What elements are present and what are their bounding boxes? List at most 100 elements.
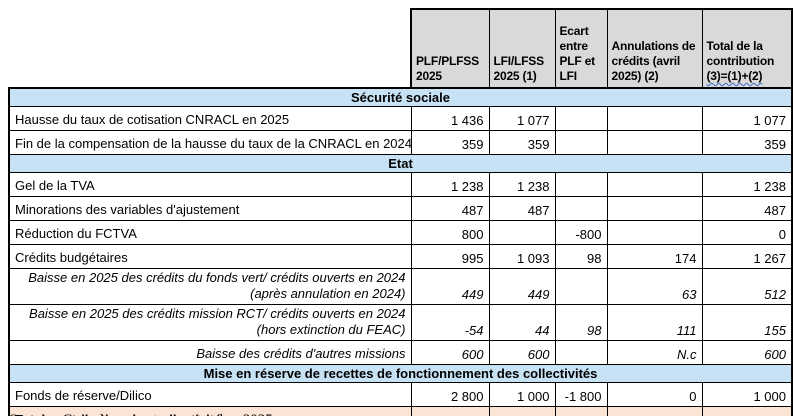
source-note: Source : Cour des comptes, septembre 202… bbox=[9, 412, 276, 416]
header-total-formula: (3)=(1)+(2) bbox=[706, 69, 763, 83]
cell-lfi: 600 bbox=[488, 340, 556, 365]
cell-total: 1 000 bbox=[701, 382, 793, 407]
row-label: Fonds de réserve/Dilico bbox=[8, 382, 412, 407]
cell-lfi: 1 077 bbox=[488, 106, 556, 131]
cell-plf: 800 bbox=[410, 220, 490, 245]
cell-annulations: 174 bbox=[606, 244, 703, 269]
cell-plf: 1 238 bbox=[410, 172, 490, 197]
cell-plf: 449 bbox=[410, 268, 490, 305]
cell-plf: 600 bbox=[410, 340, 490, 365]
table-row-reduction-fctva: Réduction du FCTVA 800 -800 0 bbox=[8, 220, 793, 245]
row-label-line-1: Baisse en 2025 des crédits du fonds vert… bbox=[28, 270, 406, 285]
source-text: Cour des comptes, septembre 2025. bbox=[62, 412, 276, 416]
cell-lfi: 1 238 bbox=[488, 172, 556, 197]
cell-lfi: 449 bbox=[488, 268, 556, 305]
table-row-baisse-fonds-vert: Baisse en 2025 des crédits du fonds vert… bbox=[8, 268, 793, 305]
table-header: PLF/PLFSS 2025 LFI/LFSS 2025 (1) Ecart e… bbox=[9, 8, 793, 89]
cell-total: 359 bbox=[701, 130, 793, 155]
table-row-hausse-cnracl-2025: Hausse du taux de cotisation CNRACL en 2… bbox=[8, 106, 793, 131]
cell-ecart bbox=[554, 196, 608, 221]
cell-lfi: 1 000 bbox=[488, 382, 556, 407]
row-label: Baisse en 2025 des crédits du fonds vert… bbox=[8, 268, 412, 305]
cell-lfi: 359 bbox=[488, 130, 556, 155]
header-col-annulations-credits: Annulations de crédits (avril 2025) (2) bbox=[606, 8, 703, 89]
cell-ecart: 98 bbox=[554, 244, 608, 269]
table-body: Sécurité sociale Hausse du taux de cotis… bbox=[8, 87, 793, 416]
cell-ecart: 98 bbox=[554, 304, 608, 341]
cell-lfi bbox=[488, 220, 556, 245]
section-title: Sécurité sociale bbox=[8, 87, 793, 107]
cell-lfi: 487 bbox=[488, 196, 556, 221]
table-row-baisse-mission-rct: Baisse en 2025 des crédits mission RCT/ … bbox=[8, 304, 793, 341]
row-label: Baisse en 2025 des crédits mission RCT/ … bbox=[8, 304, 412, 341]
row-label: Hausse du taux de cotisation CNRACL en 2… bbox=[8, 106, 412, 131]
cell-lfi: 5 254 bbox=[488, 406, 556, 416]
table-row-baisse-autres-missions: Baisse des crédits d'autres missions 600… bbox=[8, 340, 793, 365]
cell-total: 600 bbox=[701, 340, 793, 365]
cell-total: 1 238 bbox=[701, 172, 793, 197]
cell-annulations: 0 bbox=[606, 382, 703, 407]
header-col-lfi-lfss-2025: LFI/LFSS 2025 (1) bbox=[488, 8, 556, 89]
cell-ecart bbox=[554, 130, 608, 155]
table-row-credits-budgetaires: Crédits budgétaires 995 1 093 98 174 1 2… bbox=[8, 244, 793, 269]
cell-plf: 1 436 bbox=[410, 106, 490, 131]
row-label: Réduction du FCTVA bbox=[8, 220, 412, 245]
cell-ecart: -1 800 bbox=[554, 382, 608, 407]
cell-lfi: 44 bbox=[488, 304, 556, 341]
cell-ecart: -800 bbox=[554, 220, 608, 245]
contributions-table: PLF/PLFSS 2025 LFI/LFSS 2025 (1) Ecart e… bbox=[8, 8, 793, 416]
cell-annulations: 174 bbox=[606, 406, 703, 416]
header-empty-cell bbox=[9, 9, 411, 88]
header-total-label: Total de la contribution bbox=[706, 39, 775, 68]
cell-total: 512 bbox=[701, 268, 793, 305]
row-label: Minorations des variables d'ajustement bbox=[8, 196, 412, 221]
cell-plf: 8 115 bbox=[410, 406, 490, 416]
cell-annulations bbox=[606, 196, 703, 221]
cell-total: 1 267 bbox=[701, 244, 793, 269]
row-label: Baisse des crédits d'autres missions bbox=[8, 340, 412, 365]
table-row-fin-compensation-cnracl-2024: Fin de la compensation de la hausse du t… bbox=[8, 130, 793, 155]
row-label: Crédits budgétaires bbox=[8, 244, 412, 269]
cell-ecart bbox=[554, 340, 608, 365]
table-row-minorations-variables: Minorations des variables d'ajustement 4… bbox=[8, 196, 793, 221]
cell-ecart bbox=[554, 106, 608, 131]
cell-lfi: 1 093 bbox=[488, 244, 556, 269]
cell-plf: 487 bbox=[410, 196, 490, 221]
cell-annulations bbox=[606, 106, 703, 131]
row-label-line-2: (hors extinction du FEAC) bbox=[256, 322, 406, 337]
cell-annulations: N.c bbox=[606, 340, 703, 365]
row-label-line-2: (après annulation en 2024) bbox=[250, 286, 406, 301]
section-title: Etat bbox=[8, 154, 793, 173]
cell-total: 0 bbox=[701, 220, 793, 245]
cell-plf: 359 bbox=[410, 130, 490, 155]
section-row-mise-en-reserve: Mise en réserve de recettes de fonctionn… bbox=[8, 364, 793, 383]
row-label-line-1: Baisse en 2025 des crédits mission RCT/ … bbox=[29, 306, 406, 321]
header-col-total-contribution: Total de la contribution (3)=(1)+(2) bbox=[701, 8, 793, 89]
cell-annulations: 111 bbox=[606, 304, 703, 341]
section-title: Mise en réserve de recettes de fonctionn… bbox=[8, 364, 793, 383]
table-row-total-contribution: Total contribution des collectivités 8 1… bbox=[8, 406, 793, 416]
cell-ecart bbox=[554, 268, 608, 305]
table-row-gel-tva: Gel de la TVA 1 238 1 238 1 238 bbox=[8, 172, 793, 197]
cell-ecart: -2 502 bbox=[554, 406, 608, 416]
cell-plf: 995 bbox=[410, 244, 490, 269]
cell-plf: 2 800 bbox=[410, 382, 490, 407]
cell-annulations bbox=[606, 220, 703, 245]
row-label: Fin de la compensation de la hausse du t… bbox=[8, 130, 412, 155]
table-row-fonds-de-reserve-dilico: Fonds de réserve/Dilico 2 800 1 000 -1 8… bbox=[8, 382, 793, 407]
header-col-plf-plfss-2025: PLF/PLFSS 2025 bbox=[410, 8, 490, 89]
cell-total: 155 bbox=[701, 304, 793, 341]
cell-plf: -54 bbox=[410, 304, 490, 341]
section-row-securite-sociale: Sécurité sociale bbox=[8, 87, 793, 107]
cell-annulations: 63 bbox=[606, 268, 703, 305]
cell-ecart bbox=[554, 172, 608, 197]
row-label: Gel de la TVA bbox=[8, 172, 412, 197]
cell-annulations bbox=[606, 172, 703, 197]
cell-total: 487 bbox=[701, 196, 793, 221]
section-row-etat: Etat bbox=[8, 154, 793, 173]
cell-total: 1 077 bbox=[701, 106, 793, 131]
cell-total: 5 428 bbox=[701, 406, 793, 416]
source-label: Source : bbox=[9, 412, 59, 416]
header-row: PLF/PLFSS 2025 LFI/LFSS 2025 (1) Ecart e… bbox=[9, 8, 793, 89]
cell-annulations bbox=[606, 130, 703, 155]
